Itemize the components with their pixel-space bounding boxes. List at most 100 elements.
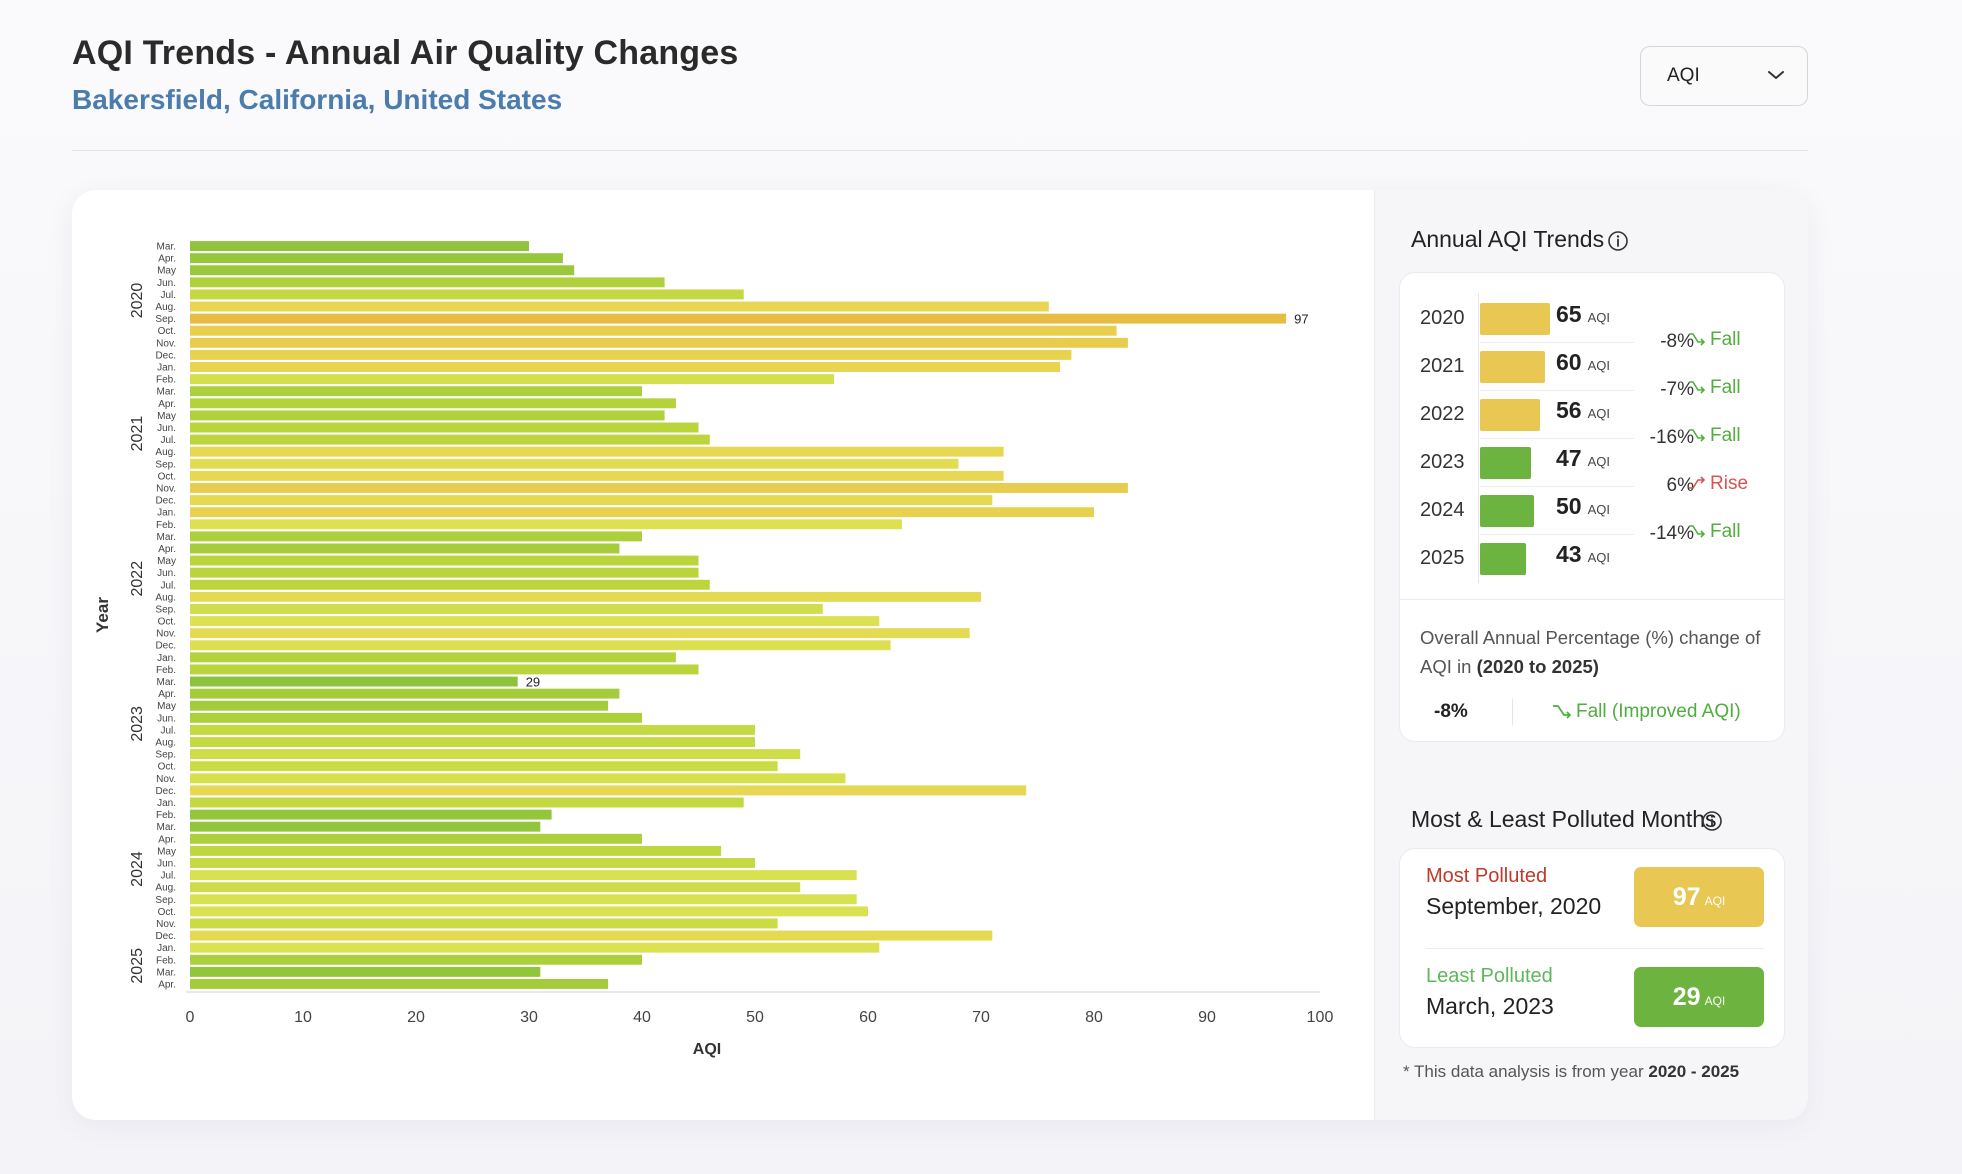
bar-2020-jul: [190, 289, 744, 300]
change-pct: -7%: [1660, 379, 1694, 400]
year-bar: [1480, 351, 1545, 383]
bar-2020-apr: [190, 253, 563, 264]
month-tick-label: Sep.: [155, 895, 176, 906]
bar-2022-apr: [190, 543, 620, 554]
year-row-2023: 2023 47 AQI: [1400, 439, 1786, 487]
year-bar: [1480, 303, 1550, 335]
month-tick-label: Aug.: [155, 302, 176, 313]
change-row: -8% Fall: [1634, 327, 1786, 357]
bar-2025-mar: [190, 966, 541, 977]
bar-2021-apr: [190, 398, 676, 409]
bar-2021-dec: [190, 495, 993, 506]
year-row-2021: 2021 60 AQI: [1400, 343, 1786, 391]
change-pct: -8%: [1660, 331, 1694, 352]
bar-2024-mar: [190, 821, 541, 832]
change-row: 6% Rise: [1634, 471, 1786, 501]
month-tick-label: Sep.: [155, 314, 176, 325]
change-direction: Fall: [1710, 425, 1741, 446]
bar-2024-sep: [190, 894, 857, 905]
overall-change-pct: -8%: [1434, 701, 1468, 722]
most-polluted-unit: AQI: [1704, 894, 1726, 908]
month-tick-label: Mar.: [157, 822, 176, 833]
bar-2022-feb: [190, 519, 902, 530]
bar-2021-may: [190, 410, 665, 421]
month-tick-label: Jul.: [160, 435, 176, 446]
trend-down-icon: [1553, 705, 1572, 719]
trend-down-icon: [1689, 525, 1706, 538]
x-tick-label: 70: [972, 1009, 990, 1026]
month-tick-label: Feb.: [156, 955, 176, 966]
info-icon[interactable]: [1701, 810, 1723, 832]
location-subtitle: Bakersfield, California, United States: [72, 84, 563, 115]
year-row-2024: 2024 50 AQI: [1400, 487, 1786, 535]
year-label: 2023: [1420, 451, 1465, 473]
bar-2020-oct: [190, 325, 1117, 336]
info-icon[interactable]: [1607, 230, 1629, 252]
overall-change-text: Overall Annual Percentage (%) change of …: [1420, 623, 1770, 681]
metric-select[interactable]: AQI: [1640, 46, 1808, 106]
bar-2024-may: [190, 845, 722, 856]
bar-2022-aug: [190, 591, 981, 602]
bar-2022-jul: [190, 579, 710, 590]
month-tick-label: Jan.: [157, 363, 176, 374]
bar-2023-sep: [190, 749, 801, 760]
bar-2021-aug: [190, 446, 1004, 457]
page-title: AQI Trends - Annual Air Quality Changes: [72, 34, 739, 72]
year-row-2022: 2022 56 AQI: [1400, 391, 1786, 439]
month-tick-label: May: [157, 411, 176, 422]
annual-trends-box: 2020 65 AQI 2021 60 AQI 2022 56 AQI 2023 47 AQI 2024…: [1399, 272, 1785, 742]
bar-2023-mar: [190, 676, 518, 687]
month-tick-label: Apr.: [158, 689, 176, 700]
month-tick-label: Apr.: [158, 834, 176, 845]
month-tick-label: Jan.: [157, 653, 176, 664]
month-tick-label: Jun.: [157, 858, 176, 869]
year-label: 2022: [1420, 403, 1465, 425]
year-group-label: 2022: [129, 561, 146, 597]
month-tick-label: Aug.: [155, 883, 176, 894]
bar-2024-jun: [190, 858, 755, 868]
year-row-2020: 2020 65 AQI: [1400, 295, 1786, 343]
month-tick-label: Nov.: [156, 483, 176, 494]
month-tick-label: Feb.: [156, 810, 176, 821]
month-tick-label: Dec.: [155, 641, 176, 652]
least-polluted-unit: AQI: [1704, 994, 1726, 1008]
least-polluted-value: 29: [1672, 983, 1701, 1011]
change-pct: -14%: [1649, 523, 1694, 544]
x-axis-title: AQI: [693, 1041, 721, 1058]
year-bar: [1480, 399, 1540, 431]
year-bar: [1480, 543, 1526, 575]
year-label: 2020: [1420, 307, 1465, 329]
polluted-separator: [1426, 948, 1764, 949]
month-tick-label: Mar.: [157, 387, 176, 398]
month-tick-label: Apr.: [158, 979, 176, 990]
change-pct: -16%: [1649, 427, 1694, 448]
month-tick-label: Nov.: [156, 338, 176, 349]
bar-2025-jan: [190, 942, 880, 953]
year-value: 47 AQI: [1556, 445, 1610, 471]
chevron-down-icon: [1768, 71, 1784, 79]
year-bar: [1480, 447, 1531, 479]
bar-2021-mar: [190, 386, 642, 397]
year-unit: AQI: [1587, 406, 1610, 421]
bar-2023-jun: [190, 712, 642, 723]
bar-2021-nov: [190, 483, 1128, 493]
metric-select-value: AQI: [1667, 65, 1700, 86]
x-tick-label: 90: [1198, 1009, 1216, 1026]
year-unit: AQI: [1587, 454, 1610, 469]
bar-2024-jul: [190, 870, 857, 881]
x-tick-label: 0: [186, 1009, 195, 1026]
year-value: 43 AQI: [1556, 541, 1610, 567]
trend-down-icon: [1689, 333, 1706, 346]
bar-2023-oct: [190, 761, 778, 772]
bar-2022-oct: [190, 616, 880, 627]
bar-2020-sep: [190, 313, 1287, 324]
month-tick-label: Mar.: [157, 532, 176, 543]
month-tick-label: Jan.: [157, 943, 176, 954]
month-tick-label: May: [157, 556, 176, 567]
change-direction: Fall: [1710, 329, 1741, 350]
footnote-range: 2020 - 2025: [1648, 1062, 1740, 1081]
change-direction: Fall: [1710, 377, 1741, 398]
month-tick-label: Jun.: [157, 713, 176, 724]
month-tick-label: Oct.: [158, 907, 176, 918]
month-tick-label: Feb.: [156, 375, 176, 386]
